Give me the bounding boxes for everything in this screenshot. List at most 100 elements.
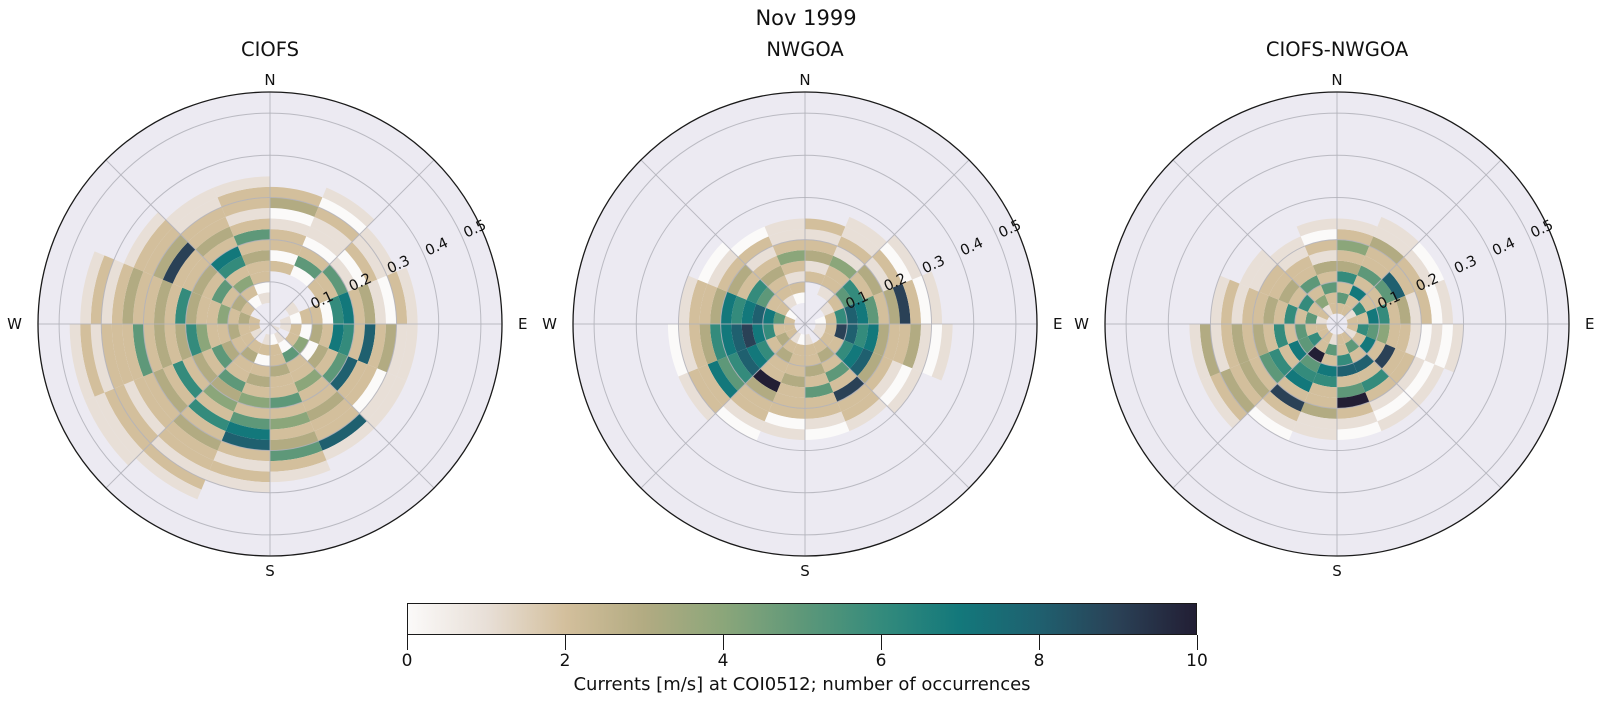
histogram-cell <box>192 352 218 384</box>
histogram-cell <box>1284 303 1299 324</box>
colorbar-tick-mark <box>1197 635 1199 650</box>
histogram-cell <box>817 346 835 363</box>
histogram-cell <box>1357 265 1382 287</box>
histogram-cell <box>143 372 181 421</box>
histogram-cell <box>329 356 358 392</box>
histogram-cell <box>1231 283 1250 324</box>
histogram-cell <box>1292 421 1337 440</box>
histogram-cell <box>1434 279 1453 324</box>
histogram-cell <box>699 283 718 324</box>
histogram-cell <box>1324 292 1337 305</box>
histogram-cell <box>882 287 900 324</box>
histogram-cell <box>154 324 173 369</box>
histogram-cell <box>347 287 365 324</box>
compass-south-label: S <box>265 562 275 580</box>
histogram-cell <box>274 331 285 344</box>
histogram-cell <box>217 255 246 280</box>
histogram-cell <box>837 383 873 412</box>
histogram-cell <box>782 294 797 310</box>
histogram-cell <box>1299 353 1321 373</box>
histogram-cell <box>344 241 378 284</box>
histogram-cell <box>827 294 844 312</box>
histogram-cell <box>257 292 270 305</box>
histogram-cell <box>1210 275 1230 324</box>
histogram-cell <box>231 294 248 312</box>
histogram-cell <box>784 271 805 286</box>
histogram-cell <box>245 372 270 388</box>
colorbar-tick-mark <box>565 635 567 650</box>
histogram-cell <box>221 197 270 217</box>
histogram-cell <box>730 226 769 257</box>
histogram-cell <box>892 283 911 324</box>
compass-north-label: N <box>1331 71 1342 89</box>
histogram-cell <box>1396 256 1425 292</box>
polar-axes-border <box>572 91 1038 557</box>
histogram-cell <box>1247 406 1293 441</box>
histogram-cell <box>104 388 151 451</box>
histogram-cell <box>1300 229 1337 247</box>
histogram-cell <box>805 260 830 276</box>
histogram-cell <box>697 364 731 407</box>
histogram-cell <box>775 285 793 302</box>
histogram-cell <box>825 361 850 383</box>
histogram-cell <box>366 376 407 429</box>
histogram-cell <box>912 324 932 373</box>
histogram-cell <box>1231 324 1250 365</box>
histogram-cell <box>352 368 387 414</box>
compass-west-label: W <box>542 315 557 333</box>
histogram-cell <box>270 372 295 388</box>
histogram-cell <box>752 324 767 345</box>
histogram-cell <box>833 246 865 272</box>
histogram-cell <box>931 324 953 381</box>
histogram-cell <box>1312 372 1337 388</box>
histogram-cell <box>1269 236 1305 265</box>
histogram-cell <box>845 216 888 250</box>
histogram-cell <box>240 332 256 347</box>
histogram-cell <box>1292 265 1317 287</box>
histogram-cell <box>805 401 842 419</box>
histogram-cell <box>760 265 785 287</box>
polar-grid <box>573 92 1037 556</box>
histogram-cell <box>286 353 308 373</box>
histogram-cell <box>279 324 292 333</box>
histogram-cell <box>1381 271 1406 300</box>
histogram-cell <box>270 411 311 430</box>
histogram-cell <box>164 324 183 365</box>
colorbar-tick-label: 8 <box>1033 651 1045 671</box>
histogram-cell <box>328 324 344 353</box>
histogram-cell <box>344 364 378 407</box>
colorbar-tick-label: 4 <box>717 651 729 671</box>
polar-grid <box>38 92 502 556</box>
histogram-cell <box>217 303 232 324</box>
histogram-cell <box>1263 324 1279 353</box>
histogram-cell <box>1337 353 1354 367</box>
histogram-cell <box>101 259 124 324</box>
histogram-cell <box>776 250 805 266</box>
histogram-cell <box>727 352 753 384</box>
histogram-cell <box>1296 218 1337 237</box>
histogram-cell <box>111 263 134 324</box>
histogram-cell <box>805 271 826 286</box>
histogram-cell <box>792 343 805 356</box>
histogram-cell <box>1359 294 1376 312</box>
histogram-cell <box>1320 353 1337 367</box>
histogram-cell <box>192 264 218 296</box>
histogram-cell <box>1337 411 1378 430</box>
polar-grid <box>1105 92 1569 556</box>
histogram-cell <box>270 250 299 266</box>
histogram-cell <box>180 406 226 441</box>
colorbar-tick-mark <box>723 635 725 650</box>
histogram-cell <box>887 234 922 280</box>
histogram-cell <box>864 356 893 392</box>
histogram-cell <box>1346 315 1359 324</box>
histogram-cell <box>195 226 234 257</box>
histogram-cell <box>270 382 299 398</box>
histogram-cell <box>1288 340 1308 362</box>
histogram-cell <box>1404 249 1435 288</box>
histogram-cell <box>298 376 330 402</box>
histogram-cell <box>1404 360 1435 399</box>
histogram-cell <box>783 315 796 324</box>
histogram-cell <box>1373 226 1412 257</box>
histogram-cell <box>367 279 386 324</box>
histogram-cell <box>165 187 218 228</box>
